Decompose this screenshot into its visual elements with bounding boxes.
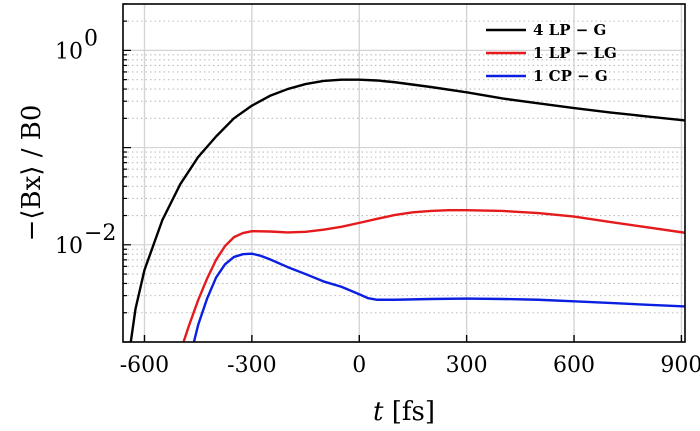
y-tick-label-exponent: 0 — [84, 26, 98, 51]
series-lines — [129, 78, 685, 342]
legend-label-3: 1 CP − G — [533, 67, 608, 85]
x-tick-label: 300 — [446, 353, 488, 378]
y-tick-label-exponent: −2 — [84, 221, 116, 246]
x-tick-label: 900 — [660, 353, 700, 378]
y-tick-label: 10 — [55, 39, 83, 64]
x-tick-label: 0 — [352, 353, 366, 378]
y-axis-title: −⟨Bx⟩ / B0 — [17, 105, 47, 242]
x-axis-title: t [fs] — [373, 397, 435, 427]
x-tick-label: 600 — [553, 353, 595, 378]
plot-frame — [122, 3, 686, 343]
series-line-2 — [182, 208, 685, 342]
series-line-1 — [129, 78, 685, 342]
legend: 4 LP − G 1 LP − LG 1 CP − G — [486, 21, 617, 85]
y-tick-label: 10 — [55, 234, 83, 259]
x-axis-unit: [fs] — [392, 397, 435, 427]
axis-titles: t [fs] −⟨Bx⟩ / B0 — [17, 105, 435, 427]
x-axis-variable: t — [373, 397, 392, 427]
x-tick-label: -300 — [227, 353, 276, 378]
series-line-3 — [192, 252, 685, 342]
legend-label-1: 4 LP − G — [533, 21, 606, 39]
legend-label-2: 1 LP − LG — [533, 44, 617, 62]
x-tick-label: -600 — [120, 353, 169, 378]
